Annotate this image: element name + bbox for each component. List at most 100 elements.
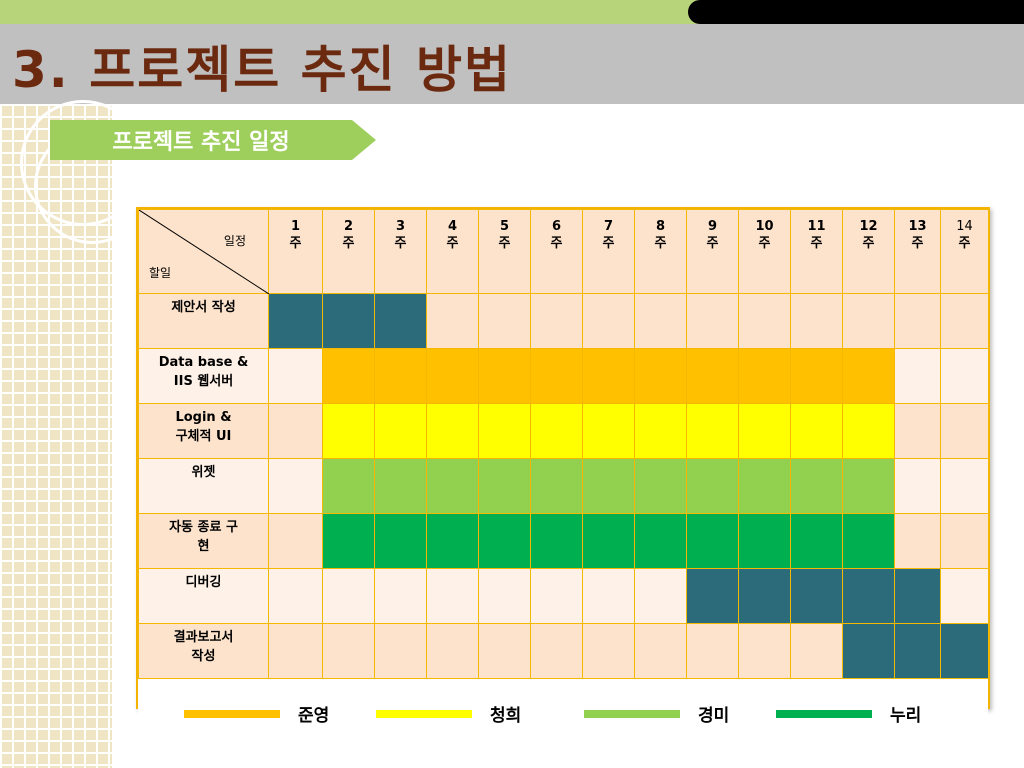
schedule-cell-active: [426, 513, 479, 569]
task-row: Data base & IIS 웹서버: [138, 348, 989, 404]
schedule-cell-active: [530, 348, 583, 404]
week-number: 12: [859, 219, 878, 234]
schedule-cell-active: [842, 568, 895, 624]
week-header: 13 주: [894, 209, 941, 294]
schedule-cell-active: [634, 348, 687, 404]
schedule-cell-active: [268, 293, 323, 349]
week-unit: 주: [342, 236, 355, 251]
task-name: 결과보고서 작성: [138, 623, 269, 679]
week-number: 11: [807, 219, 826, 234]
task-name-line: 현: [197, 539, 210, 554]
schedule-cell-active: [842, 513, 895, 569]
week-number: 6: [551, 219, 562, 234]
schedule-cell-active: [634, 403, 687, 459]
week-number: 14: [956, 219, 973, 234]
schedule-cell: [530, 568, 583, 624]
week-unit: 주: [911, 236, 924, 251]
week-unit: 주: [289, 236, 302, 251]
schedule-cell: [478, 293, 531, 349]
schedule-cell-active: [582, 348, 635, 404]
schedule-cell: [894, 403, 941, 459]
schedule-cell: [426, 568, 479, 624]
week-unit: 주: [758, 236, 771, 251]
schedule-cell-active: [738, 348, 791, 404]
schedule-cell: [842, 293, 895, 349]
task-name-line: 위젯: [191, 465, 216, 480]
schedule-cell-active: [322, 513, 375, 569]
schedule-cell-active: [322, 403, 375, 459]
schedule-cell: [634, 623, 687, 679]
schedule-cell: [940, 458, 989, 514]
schedule-cell: [530, 293, 583, 349]
week-unit: 주: [550, 236, 563, 251]
schedule-cell: [940, 348, 989, 404]
task-row: Login & 구체적 UI: [138, 403, 989, 459]
schedule-cell: [426, 293, 479, 349]
schedule-cell: [374, 568, 427, 624]
schedule-cell: [686, 623, 739, 679]
week-header: 12 주: [842, 209, 895, 294]
week-number: 10: [755, 219, 774, 234]
week-unit: 주: [602, 236, 615, 251]
top-accent-bar: [0, 0, 700, 24]
page-title: 3. 프로젝트 추진 방법: [12, 41, 513, 99]
task-name-line: 결과보고서: [173, 630, 234, 645]
schedule-cell: [478, 623, 531, 679]
legend-swatch: [184, 709, 280, 718]
week-number: 4: [447, 219, 458, 234]
legend-swatch: [584, 709, 680, 718]
schedule-cell-active: [894, 568, 941, 624]
schedule-cell: [478, 568, 531, 624]
legend-label: 경미: [698, 706, 730, 726]
legend-label: 청희: [490, 706, 522, 726]
legend: 준영 청희 경미 누리: [138, 679, 988, 739]
schedule-cell-active: [478, 458, 531, 514]
schedule-cell: [530, 623, 583, 679]
task-name-line: IIS 웹서버: [173, 374, 234, 389]
schedule-cell-active: [426, 403, 479, 459]
week-number: 13: [908, 219, 927, 234]
task-name-line: 구체적 UI: [175, 429, 232, 444]
schedule-cell: [582, 293, 635, 349]
week-header: 11 주: [790, 209, 843, 294]
schedule-cell-active: [582, 513, 635, 569]
schedule-cell: [894, 513, 941, 569]
week-unit: 주: [958, 236, 971, 251]
legend-item: 청희: [376, 701, 521, 726]
schedule-cell: [268, 403, 323, 459]
schedule-cell-active: [478, 348, 531, 404]
week-header: 14 주: [940, 209, 989, 294]
schedule-cell-active: [686, 348, 739, 404]
schedule-cell-active: [582, 403, 635, 459]
legend-item: 경미: [584, 701, 729, 726]
schedule-cell: [322, 623, 375, 679]
subtitle-text: 프로젝트 추진 일정: [112, 130, 290, 155]
schedule-cell-active: [426, 348, 479, 404]
schedule-cell: [634, 568, 687, 624]
legend-swatch: [376, 709, 472, 718]
top-dark-bar: [688, 0, 1024, 24]
schedule-cell-active: [374, 403, 427, 459]
schedule-cell-active: [322, 458, 375, 514]
schedule-cell-active: [738, 458, 791, 514]
schedule-cell: [940, 513, 989, 569]
schedule-cell-active: [322, 348, 375, 404]
schedule-cell: [582, 568, 635, 624]
schedule-cell-active: [530, 458, 583, 514]
task-row: 위젯: [138, 458, 989, 514]
schedule-cell-active: [374, 513, 427, 569]
schedule-cell-active: [322, 293, 375, 349]
week-number: 2: [343, 219, 354, 234]
week-unit: 주: [654, 236, 667, 251]
schedule-cell-active: [790, 513, 843, 569]
schedule-cell-active: [842, 348, 895, 404]
schedule-cell-active: [426, 458, 479, 514]
week-unit: 주: [706, 236, 719, 251]
